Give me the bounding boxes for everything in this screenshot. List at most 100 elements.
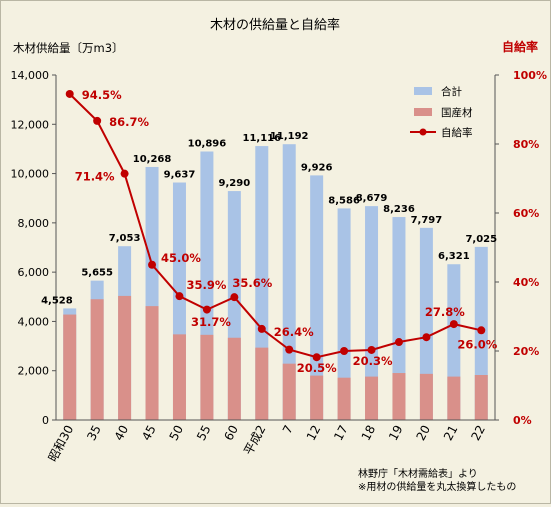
bar-domestic — [255, 347, 269, 420]
bar-value-label: 8,586 — [328, 195, 360, 206]
y-right-tick-label: 60% — [513, 207, 539, 220]
bar-value-label: 7,053 — [109, 233, 141, 244]
source-note-1: 林野庁「木材需給表」より — [358, 467, 478, 480]
x-tick-label: 17 — [331, 423, 351, 443]
rate-marker — [367, 345, 376, 354]
bar-total — [365, 206, 379, 420]
rate-value-label: 45.0% — [161, 251, 201, 265]
y-left-tick-label: 2,000 — [18, 365, 50, 378]
bar-value-label: 9,290 — [219, 178, 251, 189]
bar-value-label: 6,321 — [438, 251, 470, 262]
x-tick-label: 昭和30 — [46, 423, 77, 464]
bar-value-label: 7,025 — [465, 234, 497, 245]
rate-line — [69, 93, 482, 359]
bar-value-label: 10,896 — [188, 138, 227, 149]
rate-value-label: 26.4% — [274, 325, 314, 339]
x-tick-label: 50 — [167, 423, 187, 443]
rate-value-label: 20.3% — [353, 354, 393, 368]
x-tick-label: 7 — [280, 423, 296, 436]
legend-swatch-total — [414, 87, 432, 95]
bar-domestic — [200, 334, 214, 420]
y-right-tick-label: 0% — [513, 414, 532, 427]
x-tick-label: 55 — [194, 423, 214, 443]
rate-marker — [312, 353, 321, 362]
y-left-tick-label: 8,000 — [18, 217, 50, 230]
rate-marker — [340, 347, 349, 355]
rate-value-label: 94.5% — [82, 88, 122, 102]
rate-marker — [422, 333, 431, 342]
bar-value-label: 8,236 — [383, 204, 415, 215]
rate-value-label: 71.4% — [75, 170, 115, 184]
y-left-tick-label: 4,000 — [18, 315, 50, 328]
y-right-tick-label: 80% — [513, 138, 539, 151]
bar-domestic — [227, 337, 241, 420]
rate-marker — [285, 345, 294, 354]
source-note-2: ※用材の供給量を丸太換算したもの — [358, 480, 516, 493]
x-tick-label: 40 — [112, 423, 132, 443]
bar-total — [337, 208, 351, 420]
rate-value-label: 35.9% — [186, 278, 226, 292]
rate-value-label: 35.6% — [232, 276, 272, 290]
chart-title: 木材の供給量と自給率 — [210, 17, 340, 33]
x-tick-label: 平成2 — [241, 423, 268, 458]
bar-domestic — [282, 363, 296, 420]
plot-area: 0 2,000 4,000 6,000 8,000 10,000 12,000 14,000 0… — [11, 69, 547, 464]
rate-marker — [175, 292, 184, 301]
bar-value-label: 11,116 — [242, 133, 281, 144]
rate-value-label: 20.5% — [297, 361, 337, 375]
y-axis-left-label: 木材供給量〔万m3〕 — [13, 41, 124, 55]
rate-marker — [449, 320, 458, 329]
x-tick-label: 22 — [468, 423, 488, 443]
rate-marker — [257, 324, 266, 333]
y-right-tick-label: 40% — [513, 276, 539, 289]
y-right-tick-label: 20% — [513, 345, 539, 358]
bar-domestic — [90, 299, 104, 420]
y-right-tick-label: 100% — [513, 69, 547, 82]
rate-marker — [148, 260, 157, 269]
rate-marker — [477, 326, 486, 335]
x-tick-label: 45 — [139, 423, 159, 443]
y-left-tick-label: 12,000 — [11, 118, 50, 131]
rate-marker — [394, 338, 403, 347]
bar-domestic — [337, 377, 351, 420]
bar-total — [392, 217, 406, 420]
bar-value-label: 4,528 — [41, 295, 73, 306]
y-axis-right-label: 自給率 — [502, 39, 538, 54]
bar-domestic — [145, 306, 159, 420]
y-left-tick-label: 10,000 — [11, 168, 50, 181]
rate-marker — [93, 116, 102, 125]
bar-domestic — [365, 376, 379, 420]
rate-marker — [230, 293, 239, 302]
rate-value-label: 26.0% — [457, 337, 497, 351]
rate-marker — [65, 89, 74, 98]
y-left-tick-label: 0 — [42, 414, 49, 427]
bar-value-label: 11,192 — [270, 131, 309, 142]
legend: 合計 国産材 自給率 — [410, 85, 473, 139]
x-tick-label: 60 — [221, 423, 241, 443]
x-tick-label: 12 — [304, 423, 324, 443]
legend-marker-rate — [419, 128, 427, 136]
rate-marker — [120, 169, 129, 178]
bar-value-label: 5,655 — [81, 268, 113, 279]
y-left-tick-label: 14,000 — [11, 69, 50, 82]
legend-label-domestic: 国産材 — [441, 106, 473, 119]
bar-total — [419, 227, 433, 420]
x-tick-label: 18 — [359, 423, 379, 443]
bar-domestic — [419, 373, 433, 420]
x-tick-label: 21 — [441, 423, 461, 443]
bar-domestic — [63, 314, 77, 420]
x-tick-label: 35 — [84, 423, 104, 443]
bar-domestic — [310, 375, 324, 420]
bar-value-label: 8,679 — [356, 193, 388, 204]
bar-domestic — [392, 373, 406, 420]
bar-value-label: 9,637 — [164, 170, 196, 181]
bar-domestic — [172, 334, 186, 420]
bar-domestic — [447, 376, 461, 420]
legend-label-total: 合計 — [441, 85, 462, 98]
bar-value-label: 7,797 — [411, 215, 443, 226]
legend-swatch-domestic — [414, 108, 432, 116]
rate-value-label: 86.7% — [109, 115, 149, 129]
rate-value-label: 27.8% — [425, 305, 465, 319]
